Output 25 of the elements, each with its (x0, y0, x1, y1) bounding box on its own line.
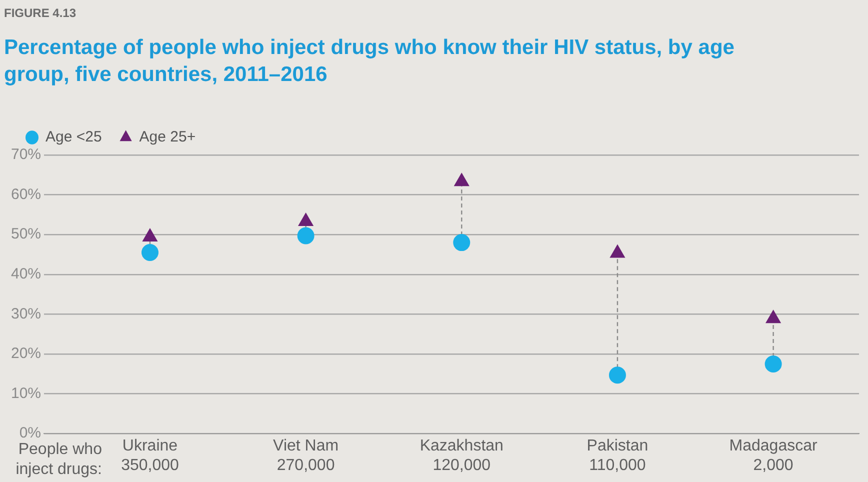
legend-label: Age <25 (46, 128, 102, 146)
legend-label: Age 25+ (139, 128, 196, 146)
caption: FIGURE 4.13 (4, 6, 76, 20)
point (298, 212, 314, 226)
x-tick-label: Pakistan 110,000 (586, 438, 648, 474)
text: People who inject drugs: (16, 441, 102, 478)
x-tick-label: Viet Nam 270,000 (273, 438, 339, 474)
point (608, 366, 626, 384)
x-tick-label: Madagascar 2,000 (729, 438, 818, 474)
point (764, 355, 782, 372)
point (454, 173, 470, 186)
point (610, 244, 625, 258)
y-tick-label: 30% (10, 305, 42, 322)
y-tick-label: 60% (10, 186, 42, 203)
y-tick-label: 40% (10, 266, 42, 283)
x-tick-label: Ukraine 350,000 (121, 438, 179, 474)
x-tick-label: Kazakhstan 120,000 (420, 438, 504, 474)
y-tick-label: 20% (10, 345, 42, 362)
point (766, 310, 781, 324)
chart-title: Percentage of people who inject drugs who know their HIV status, by age group, five countries, 2011–2016 (4, 35, 736, 88)
y-tick-label: 50% (10, 226, 42, 243)
y-tick-label: 70% (10, 146, 42, 164)
y-tick-label: 10% (10, 384, 42, 402)
y-tick-label: 0% (19, 424, 42, 442)
point (142, 228, 158, 242)
